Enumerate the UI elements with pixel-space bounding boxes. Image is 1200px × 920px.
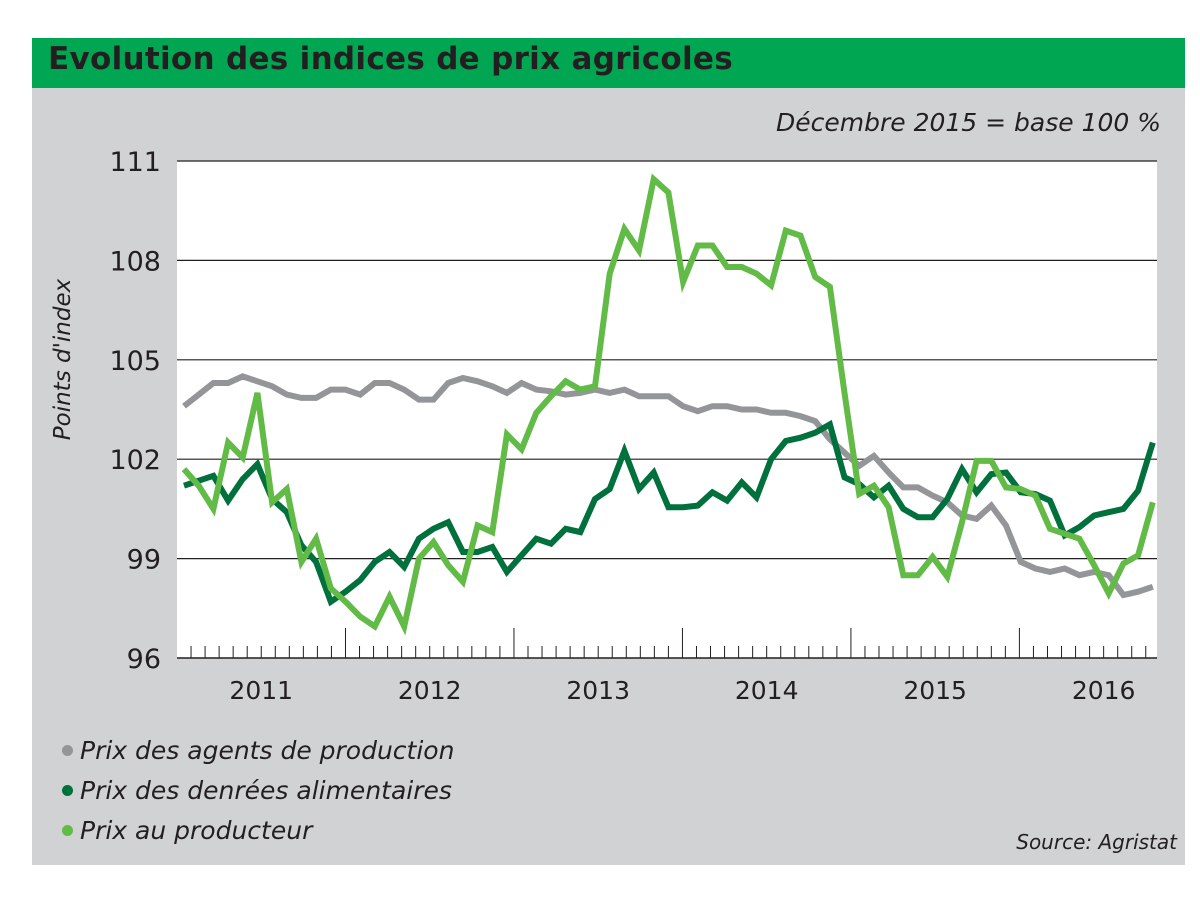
legend-dot-icon [62,784,73,796]
y-axis-label: Points d'index [50,278,76,440]
legend-item-agents: Prix des agents de production [62,730,454,770]
legend: Prix des agents de production Prix des d… [62,730,454,850]
x-tick-label: 2016 [1072,676,1136,705]
y-tick-label: 108 [109,246,161,277]
legend-label: Prix des denrées alimentaires [80,775,452,805]
legend-dot-icon [62,824,73,836]
title-bar: Evolution des indices de prix agricoles [32,38,1185,88]
source-note: Source: Agristat [1016,830,1177,854]
legend-item-denrees: Prix des denrées alimentaires [62,770,454,810]
y-tick-label: 111 [109,147,161,178]
x-tick-label: 2012 [398,676,462,705]
series-line-denrees-alimentaires [183,419,1156,607]
legend-label: Prix des agents de production [80,735,455,765]
chart-title: Evolution des indices de prix agricoles [48,41,733,77]
gridlines [177,160,1157,560]
x-axis: 2011 2012 2013 2014 2015 2016 [177,628,1157,705]
y-tick-label: 102 [109,445,161,476]
series-line-agents-production [182,373,1154,599]
x-tick-label: 2014 [735,676,799,705]
x-tick-label: 2013 [566,676,630,705]
x-tick-label: 2015 [903,676,967,705]
y-tick-label: 105 [109,346,161,377]
x-tick-label: 2011 [229,676,293,705]
legend-dot-icon [62,744,73,756]
plot-area [177,161,1157,658]
y-tick-label: 99 [127,545,161,576]
chart-panel: Evolution des indices de prix agricoles … [32,38,1185,865]
legend-label: Prix au producteur [80,815,313,845]
series-lines [181,173,1156,636]
chart-subtitle: Décembre 2015 = base 100 % [775,108,1161,137]
legend-item-producteur: Prix au producteur [62,810,454,850]
series-line-prix-producteur [181,173,1156,636]
y-axis-ticks: 111 108 105 102 99 96 [109,147,161,675]
y-tick-label: 96 [127,644,161,675]
